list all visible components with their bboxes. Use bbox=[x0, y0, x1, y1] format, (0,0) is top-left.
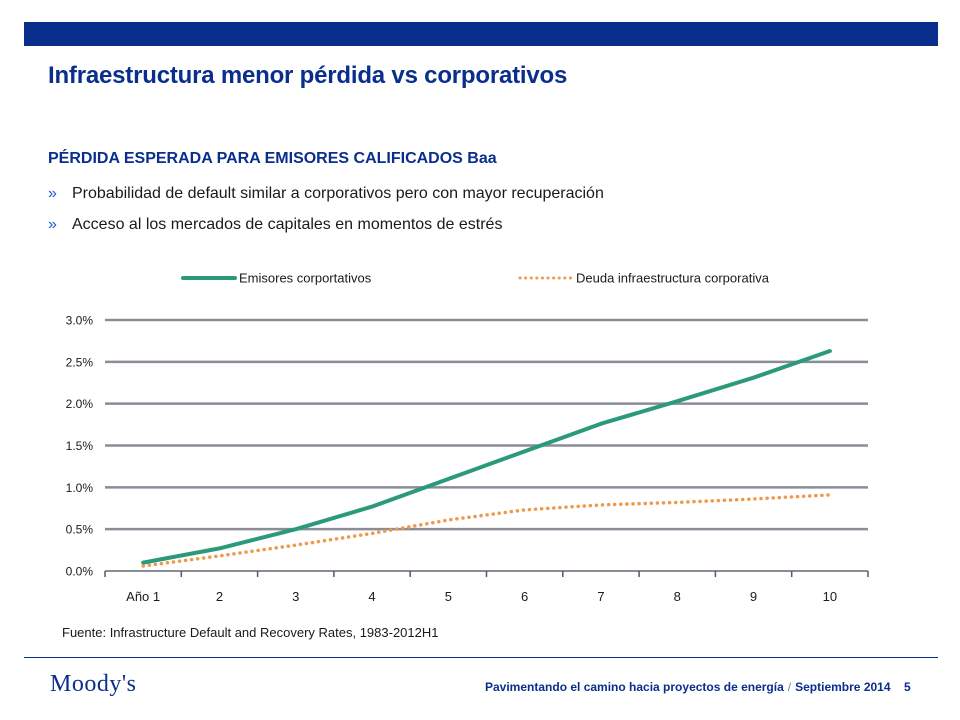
bullet-text: Acceso al los mercados de capitales en m… bbox=[72, 216, 503, 233]
footer-date: Septiembre 2014 bbox=[795, 680, 891, 694]
y-tick-label: 2.5% bbox=[66, 355, 94, 369]
y-tick-label: 0.0% bbox=[66, 565, 94, 579]
expected-loss-chart: Emisores corportativos Deuda infraestruct… bbox=[66, 271, 869, 604]
x-tick-label: 8 bbox=[674, 589, 681, 604]
page-number: 5 bbox=[904, 680, 911, 694]
x-tick-label: 5 bbox=[445, 589, 452, 604]
bullet-marker-icon: » bbox=[48, 216, 57, 233]
x-tick-label: 7 bbox=[597, 589, 604, 604]
footer-separator: / bbox=[787, 680, 792, 694]
y-tick-label: 1.5% bbox=[66, 439, 94, 453]
legend-label: Emisores corportativos bbox=[239, 271, 372, 286]
footer-caption: Pavimentando el camino hacia proyectos d… bbox=[485, 680, 891, 694]
bullet-marker-icon: » bbox=[48, 185, 57, 202]
chart-legend: Emisores corportativos Deuda infraestruct… bbox=[181, 271, 770, 286]
y-tick-label: 3.0% bbox=[66, 314, 94, 328]
legend-label: Deuda infraestructura corporativa bbox=[576, 271, 770, 286]
bullet-item: » Probabilidad de default similar a corp… bbox=[48, 185, 604, 216]
bullet-item: » Acceso al los mercados de capitales en… bbox=[48, 216, 604, 247]
bullet-text: Probabilidad de default similar a corpor… bbox=[72, 185, 604, 202]
x-tick-label: 2 bbox=[216, 589, 223, 604]
x-tick-label: 4 bbox=[368, 589, 375, 604]
y-tick-label: 2.0% bbox=[66, 397, 94, 411]
chart-gridlines bbox=[105, 318, 868, 572]
top-bar bbox=[24, 22, 938, 46]
bullet-list: » Probabilidad de default similar a corp… bbox=[48, 185, 604, 247]
x-tick-label: 6 bbox=[521, 589, 528, 604]
source-note: Fuente: Infrastructure Default and Recov… bbox=[62, 625, 439, 640]
footer-title: Pavimentando el camino hacia proyectos d… bbox=[485, 680, 784, 694]
slide-title: Infraestructura menor pérdida vs corpora… bbox=[48, 62, 568, 89]
x-tick-label: 10 bbox=[823, 589, 837, 604]
y-axis-labels: 0.0% 0.5% 1.0% 1.5% 2.0% 2.5% 3.0% bbox=[66, 314, 94, 579]
x-axis: Año 1 2 3 4 5 6 7 8 9 10 bbox=[104, 571, 869, 604]
y-tick-label: 0.5% bbox=[66, 523, 94, 537]
x-tick-label: Año 1 bbox=[126, 589, 160, 604]
x-tick-label: 9 bbox=[750, 589, 757, 604]
y-tick-label: 1.0% bbox=[66, 481, 94, 495]
series-line-infrastructure bbox=[141, 493, 832, 568]
chart-subtitle: PÉRDIDA ESPERADA PARA EMISORES CALIFICAD… bbox=[48, 150, 497, 167]
x-tick-label: 3 bbox=[292, 589, 299, 604]
moodys-logo: Moody's bbox=[50, 671, 137, 697]
footer-rule bbox=[24, 657, 938, 658]
series-line-corporate bbox=[141, 349, 832, 565]
chart-series bbox=[141, 349, 832, 568]
